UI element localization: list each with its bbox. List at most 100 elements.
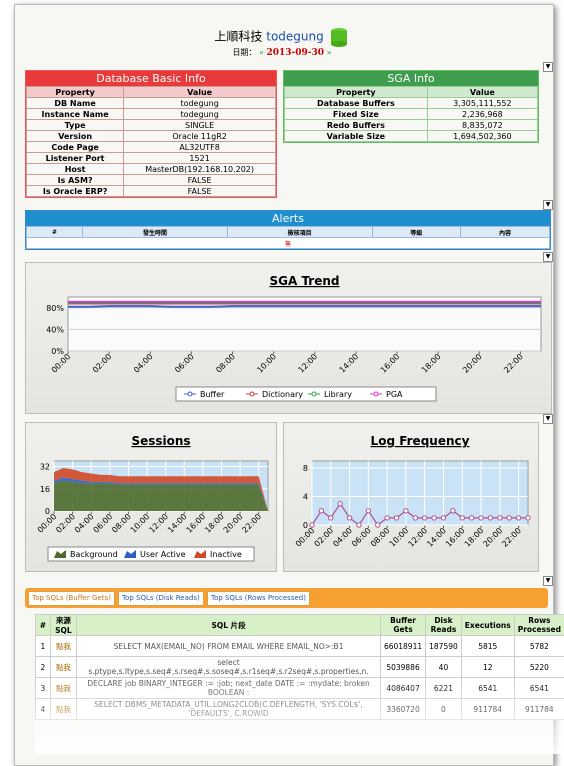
toggle[interactable]: ▼ xyxy=(543,414,553,424)
x-tick-label: 04:00 xyxy=(132,352,155,375)
cell: 8,835,072 xyxy=(427,120,537,131)
x-tick-label: 08:00 xyxy=(369,526,392,549)
point xyxy=(507,516,511,520)
point xyxy=(422,516,426,520)
tab-bar: Top SQLs (Buffer Gets)Top SQLs (Disk Rea… xyxy=(25,588,548,608)
chart: Log Frequency00:0002:0004:0006:0008:0010… xyxy=(284,423,538,571)
cell: 187590 xyxy=(426,636,462,657)
point xyxy=(357,523,361,527)
x-tick-label: 18:00 xyxy=(203,512,226,535)
y-tick-label: 0% xyxy=(51,347,64,356)
cell: 1,694,502,360 xyxy=(427,131,537,142)
point xyxy=(526,516,530,520)
prev-day[interactable]: « xyxy=(259,48,264,57)
cell: Database Buffers xyxy=(285,98,428,109)
area xyxy=(54,480,268,511)
column-header: 檢核項目 xyxy=(227,227,372,238)
y-tick-label: 4 xyxy=(303,493,308,502)
point xyxy=(338,501,342,505)
column-header: SQL 片段 xyxy=(77,615,381,636)
x-tick-label: 22:00 xyxy=(240,512,263,535)
point xyxy=(516,516,520,520)
tab[interactable]: Top SQLs (Buffer Gets) xyxy=(28,591,115,606)
cell: 2,236,968 xyxy=(427,109,537,120)
point xyxy=(404,509,408,513)
toggle[interactable]: ▼ xyxy=(543,200,553,210)
column-header: 發生時間 xyxy=(83,227,228,238)
series-line xyxy=(68,306,541,307)
column-header: Property xyxy=(27,87,124,98)
column-header: Buffer Gets xyxy=(380,615,425,636)
cell: todegung xyxy=(124,98,276,109)
column-header: Value xyxy=(124,87,276,98)
x-tick-label: 04:00 xyxy=(331,526,354,549)
point xyxy=(441,516,445,520)
cell: FALSE xyxy=(124,186,276,197)
row: Is Oracle ERP?FALSE xyxy=(27,186,276,197)
next-day[interactable]: » xyxy=(327,48,332,57)
legend-label: Inactive xyxy=(210,550,242,559)
column-header: 內容 xyxy=(461,227,550,238)
cell: Host xyxy=(27,164,124,175)
company: 上順科技 xyxy=(214,30,262,44)
toggle[interactable]: ▼ xyxy=(543,576,553,586)
toggle[interactable]: ▼ xyxy=(543,62,553,72)
toggle[interactable]: ▼ xyxy=(543,252,553,262)
chart-title: SGA Trend xyxy=(269,274,339,288)
point xyxy=(366,509,370,513)
sga-info-title: SGA Info xyxy=(284,71,538,86)
x-tick-label: 12:00 xyxy=(297,352,320,375)
point xyxy=(394,516,398,520)
cell: todegung xyxy=(124,109,276,120)
point xyxy=(310,523,314,527)
y-tick-label: 16 xyxy=(40,485,50,494)
tab[interactable]: Top SQLs (Disk Reads) xyxy=(118,591,204,606)
cell: 5782 xyxy=(514,636,564,657)
x-tick-label: 08:00 xyxy=(110,512,133,535)
cell: SINGLE xyxy=(124,120,276,131)
tab[interactable]: Top SQLs (Rows Processed) xyxy=(207,591,310,606)
view-link[interactable]: 點我 xyxy=(50,636,76,657)
cell: Version xyxy=(27,131,124,142)
x-tick-label: 02:00 xyxy=(313,526,336,549)
chart: Sessions00:0002:0004:0006:0008:0010:0012… xyxy=(26,423,276,571)
x-tick-label: 14:00 xyxy=(338,352,361,375)
cell: Type xyxy=(27,120,124,131)
header-row: #發生時間檢核項目等級內容 xyxy=(27,227,550,238)
point xyxy=(460,516,464,520)
column-header: 等級 xyxy=(372,227,461,238)
cell: FALSE xyxy=(124,175,276,186)
y-tick-label: 0 xyxy=(303,521,308,530)
x-tick-label: 04:00 xyxy=(73,512,96,535)
cell: 5815 xyxy=(461,636,514,657)
cell: Variable Size xyxy=(285,131,428,142)
x-tick-label: 02:00 xyxy=(54,512,77,535)
row: Is ASM?FALSE xyxy=(27,175,276,186)
legend-marker xyxy=(374,392,378,396)
empty-note: 無 xyxy=(27,238,550,249)
plot-area xyxy=(68,297,541,351)
point xyxy=(479,516,483,520)
cell: Is Oracle ERP? xyxy=(27,186,124,197)
point xyxy=(376,523,380,527)
legend-marker xyxy=(188,392,192,396)
x-tick-label: 10:00 xyxy=(129,512,152,535)
x-tick-label: 18:00 xyxy=(420,352,443,375)
cell: Is ASM? xyxy=(27,175,124,186)
fade xyxy=(35,674,564,754)
cell: 66018911 xyxy=(380,636,425,657)
alerts: Alerts #發生時間檢核項目等級內容無 xyxy=(25,210,551,250)
